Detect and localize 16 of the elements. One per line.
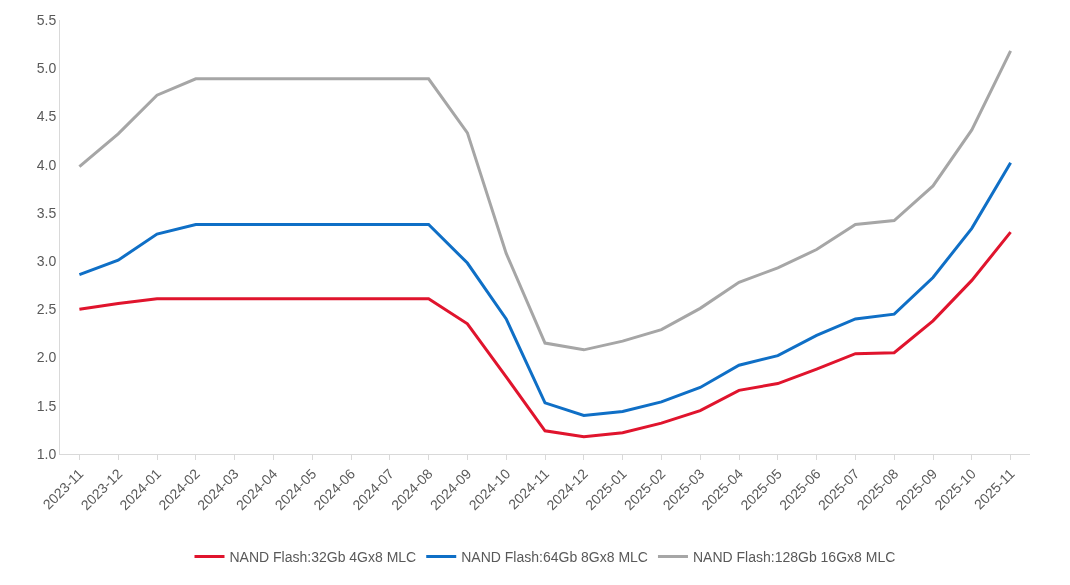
y-tick-label: 3.0 <box>36 253 57 270</box>
legend-label: NAND Flash:64Gb 8Gx8 MLC <box>461 548 648 565</box>
legend-label: NAND Flash:32Gb 4Gx8 MLC <box>229 548 417 565</box>
y-tick-label: 5.5 <box>36 11 57 28</box>
line-series <box>77 161 1013 417</box>
y-tick-label: 1.0 <box>36 445 57 462</box>
y-tick-label: 2.0 <box>36 349 57 366</box>
y-tick-label: 3.5 <box>36 204 57 221</box>
y-tick-label: 4.5 <box>36 108 57 125</box>
line-series <box>77 230 1013 439</box>
line-series <box>77 49 1013 352</box>
y-tick-label: 1.5 <box>36 397 57 414</box>
y-tick-label: 4.0 <box>36 156 57 173</box>
y-tick-label: 2.5 <box>36 301 57 318</box>
legend-label: NAND Flash:128Gb 16Gx8 MLC <box>692 548 896 565</box>
y-tick-label: 5.0 <box>36 60 57 77</box>
